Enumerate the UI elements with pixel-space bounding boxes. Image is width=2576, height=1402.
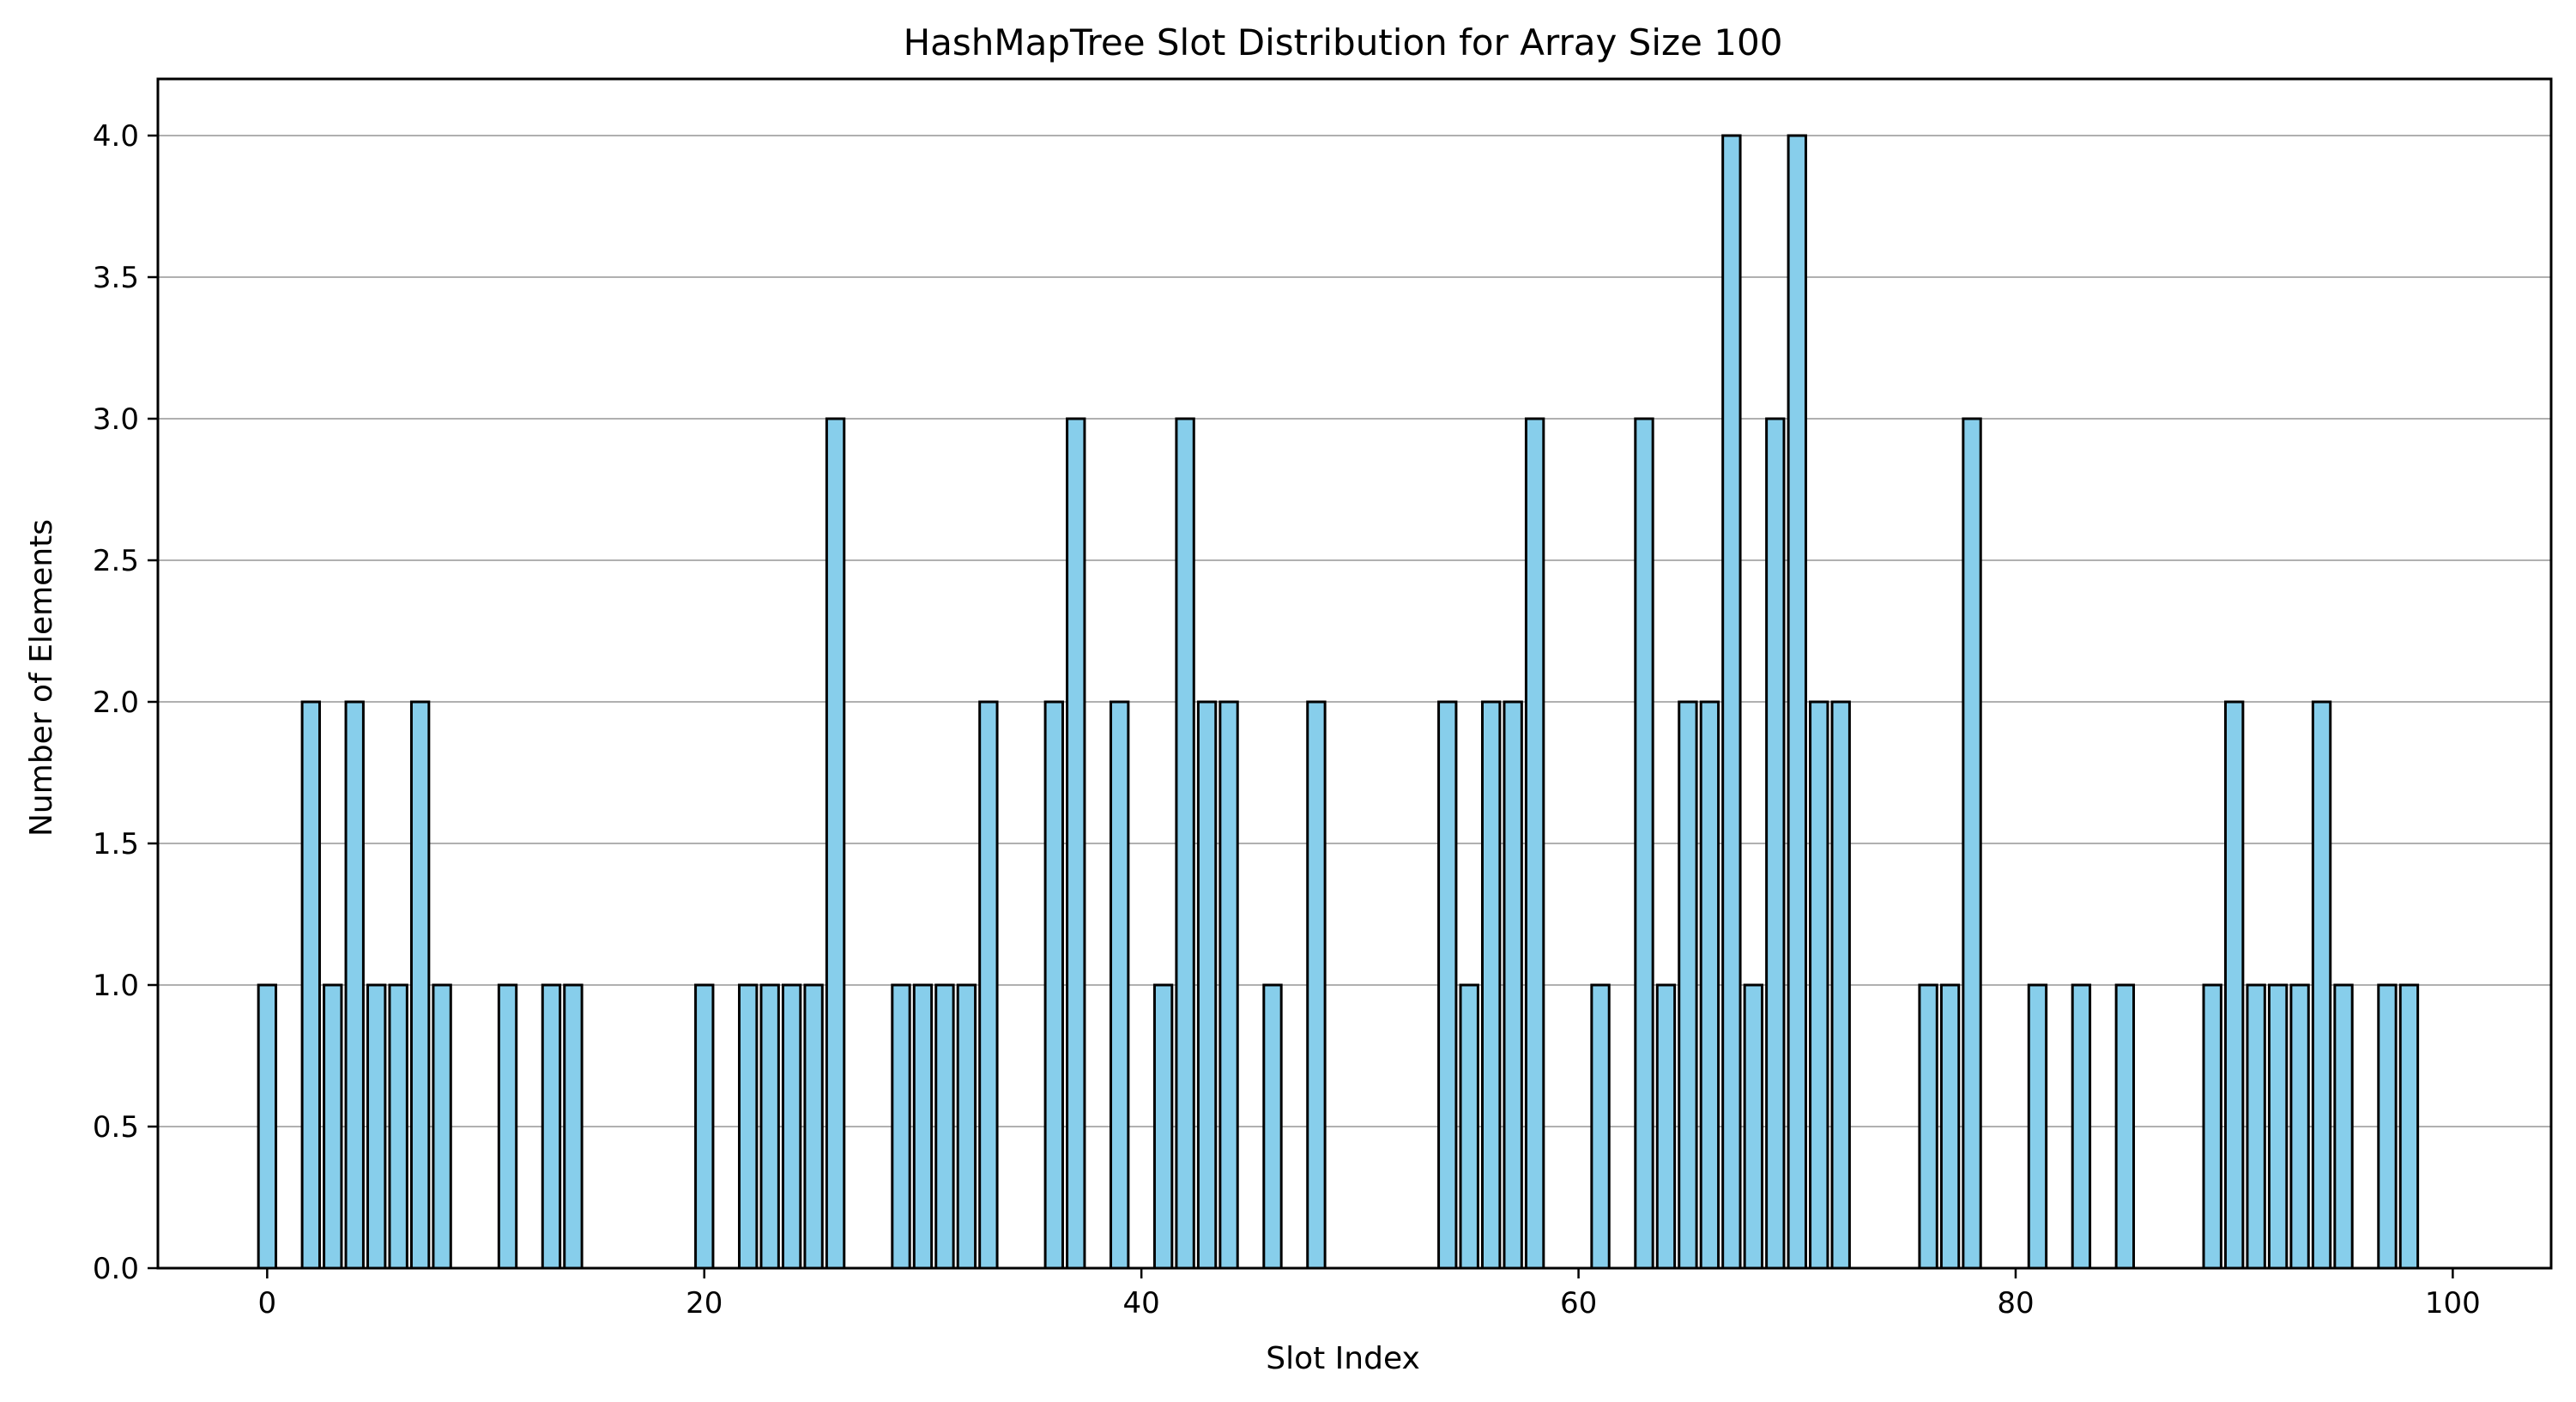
bar-48 (1306, 700, 1327, 1270)
bar-30 (912, 983, 934, 1270)
bar-97 (2377, 983, 2398, 1270)
bar-44 (1218, 700, 1239, 1270)
bar-70 (1787, 134, 1807, 1270)
x-tick-label-5: 100 (2425, 1286, 2481, 1320)
axes (156, 77, 2553, 1270)
bar-95 (2333, 983, 2354, 1270)
bar-33 (978, 700, 999, 1270)
bar-46 (1262, 983, 1283, 1270)
bar-26 (825, 417, 846, 1270)
bar-77 (1939, 983, 1961, 1270)
bar-92 (2267, 983, 2289, 1270)
bar-61 (1590, 983, 1611, 1270)
bar-85 (2114, 983, 2136, 1270)
bar-64 (1655, 983, 1677, 1270)
bar-81 (2027, 983, 2048, 1270)
bar-83 (2071, 983, 2092, 1270)
y-tick-label-7: 3.5 (93, 261, 139, 295)
bar-42 (1175, 417, 1195, 1270)
bar-91 (2246, 983, 2266, 1270)
plot-frame (156, 77, 2553, 1270)
bar-89 (2202, 983, 2222, 1270)
bar-6 (388, 983, 408, 1270)
bar-68 (1743, 983, 1764, 1270)
ticks: 0 20 40 60 80 100 0.0 0.5 1.0 1.5 2.0 2.5 3.0 3.5 4.0 (93, 119, 2481, 1320)
bar-2 (300, 700, 321, 1270)
bars (257, 134, 2441, 1270)
bar-24 (781, 983, 802, 1270)
x-tick-label-3: 60 (1560, 1286, 1597, 1320)
y-tick-label-3: 1.5 (93, 827, 139, 861)
bar-56 (1481, 700, 1502, 1270)
bar-5 (366, 983, 387, 1270)
bar-7 (409, 700, 431, 1270)
y-tick-label-8: 4.0 (93, 119, 139, 154)
bar-58 (1524, 417, 1545, 1270)
bar-36 (1043, 700, 1064, 1270)
y-tick-label-4: 2.0 (93, 686, 139, 720)
bar-65 (1678, 700, 1698, 1270)
bar-43 (1196, 700, 1218, 1270)
y-tick-label-5: 2.5 (93, 544, 139, 578)
bar-57 (1503, 700, 1523, 1270)
bar-0 (257, 983, 278, 1270)
bar-20 (694, 983, 715, 1270)
bar-25 (803, 983, 824, 1270)
bar-13 (541, 983, 562, 1270)
bar-76 (1918, 983, 1938, 1270)
x-tick-label-0: 0 (258, 1286, 277, 1320)
bar-31 (934, 983, 955, 1270)
x-tick-label-4: 80 (1997, 1286, 2034, 1320)
bar-98 (2398, 983, 2420, 1270)
bar-11 (497, 983, 518, 1270)
bar-14 (563, 983, 584, 1270)
bar-8 (432, 983, 452, 1270)
bar-39 (1110, 700, 1130, 1270)
bar-41 (1152, 983, 1174, 1270)
y-tick-label-1: 0.5 (93, 1110, 139, 1145)
bar-29 (891, 983, 911, 1270)
bar-37 (1066, 417, 1086, 1270)
bar-90 (2223, 700, 2245, 1270)
bar-78 (1962, 417, 1982, 1270)
bar-22 (738, 983, 759, 1270)
bar-23 (759, 983, 780, 1270)
bar-93 (2289, 983, 2310, 1270)
x-tick-label-1: 20 (686, 1286, 723, 1320)
bar-71 (1809, 700, 1829, 1270)
y-tick-label-6: 3.0 (93, 402, 139, 437)
bar-54 (1437, 700, 1458, 1270)
y-axis-label: Number of Elements (24, 519, 59, 837)
y-tick-label-0: 0.0 (93, 1252, 139, 1286)
bar-66 (1699, 700, 1720, 1270)
x-axis-label: Slot Index (1266, 1341, 1420, 1376)
y-tick-label-2: 1.0 (93, 969, 139, 1003)
bar-3 (323, 983, 343, 1270)
bar-32 (956, 983, 977, 1270)
bar-72 (1830, 700, 1851, 1270)
bar-94 (2311, 700, 2332, 1270)
bar-55 (1459, 983, 1479, 1270)
bar-63 (1634, 417, 1654, 1270)
bar-4 (344, 700, 365, 1270)
bar-69 (1765, 417, 1786, 1270)
bar-67 (1721, 134, 1742, 1270)
x-tick-label-2: 40 (1123, 1286, 1160, 1320)
chart-title: HashMapTree Slot Distribution for Array … (904, 21, 1783, 63)
